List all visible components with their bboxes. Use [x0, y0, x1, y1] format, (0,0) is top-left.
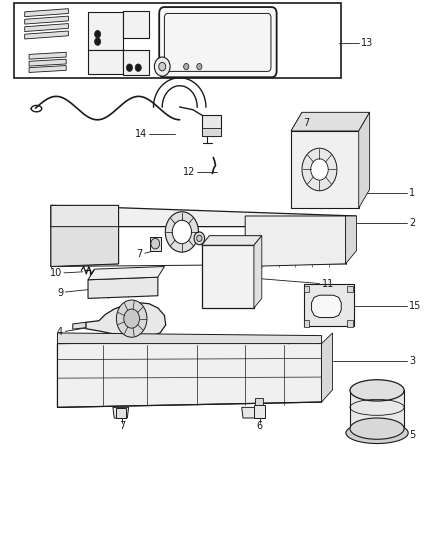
Polygon shape	[88, 277, 158, 298]
Circle shape	[165, 212, 198, 252]
Text: 7: 7	[119, 421, 125, 431]
Bar	[347, 286, 353, 292]
Bar	[117, 408, 126, 418]
Circle shape	[151, 238, 159, 249]
Polygon shape	[29, 59, 66, 66]
Polygon shape	[291, 112, 370, 131]
Circle shape	[194, 232, 205, 245]
Circle shape	[197, 235, 202, 241]
Bar	[88, 12, 123, 50]
Polygon shape	[51, 205, 119, 266]
Polygon shape	[88, 266, 164, 280]
Polygon shape	[321, 333, 332, 402]
Ellipse shape	[346, 422, 408, 443]
Text: 15: 15	[409, 301, 421, 311]
FancyBboxPatch shape	[159, 7, 277, 77]
Circle shape	[197, 63, 202, 70]
Bar	[201, 245, 254, 308]
Text: 6: 6	[257, 421, 263, 431]
Circle shape	[311, 159, 328, 180]
Text: 14: 14	[135, 129, 147, 139]
Bar	[123, 11, 149, 38]
Circle shape	[159, 62, 166, 71]
Text: 13: 13	[361, 38, 373, 47]
Circle shape	[184, 63, 189, 70]
Ellipse shape	[350, 379, 404, 401]
Polygon shape	[29, 66, 66, 72]
Polygon shape	[29, 52, 66, 59]
Polygon shape	[311, 295, 341, 318]
Polygon shape	[51, 227, 119, 266]
Text: 7: 7	[303, 118, 310, 128]
Text: 9: 9	[57, 287, 63, 297]
Bar	[347, 320, 353, 327]
Bar	[123, 50, 149, 75]
Text: 10: 10	[49, 269, 62, 278]
Circle shape	[95, 30, 101, 38]
Polygon shape	[25, 16, 68, 24]
Circle shape	[127, 64, 133, 71]
Bar	[201, 115, 221, 136]
Bar	[304, 286, 309, 292]
Bar	[14, 3, 341, 78]
Text: 3: 3	[409, 356, 415, 366]
Polygon shape	[201, 236, 262, 245]
Bar	[304, 284, 354, 326]
Bar	[255, 398, 263, 405]
FancyBboxPatch shape	[164, 13, 271, 71]
Bar	[254, 405, 265, 418]
Bar	[291, 131, 359, 208]
Bar	[304, 320, 309, 327]
Circle shape	[117, 300, 147, 337]
Circle shape	[95, 38, 101, 45]
Text: 1: 1	[409, 188, 415, 198]
Polygon shape	[86, 303, 166, 337]
Text: 11: 11	[321, 279, 334, 289]
Text: 2: 2	[409, 218, 415, 228]
Polygon shape	[254, 236, 262, 308]
Text: 7: 7	[136, 249, 143, 259]
Polygon shape	[25, 23, 68, 31]
Bar	[350, 390, 404, 429]
Polygon shape	[51, 205, 357, 227]
Polygon shape	[245, 216, 346, 266]
Polygon shape	[57, 333, 321, 344]
Polygon shape	[113, 407, 129, 418]
Polygon shape	[57, 341, 321, 407]
Polygon shape	[242, 407, 258, 418]
Text: 4: 4	[57, 327, 63, 337]
Circle shape	[124, 309, 140, 328]
Text: 12: 12	[183, 167, 195, 177]
Circle shape	[172, 220, 191, 244]
Polygon shape	[291, 112, 370, 131]
Polygon shape	[25, 31, 68, 39]
Bar	[150, 237, 161, 251]
Polygon shape	[25, 9, 68, 17]
Bar	[88, 50, 123, 74]
Bar	[201, 128, 221, 136]
Polygon shape	[346, 216, 357, 264]
Circle shape	[302, 148, 337, 191]
Ellipse shape	[350, 418, 404, 439]
Polygon shape	[73, 322, 86, 329]
Circle shape	[154, 57, 170, 76]
Text: 5: 5	[409, 430, 415, 440]
Circle shape	[135, 64, 141, 71]
Polygon shape	[359, 112, 370, 208]
